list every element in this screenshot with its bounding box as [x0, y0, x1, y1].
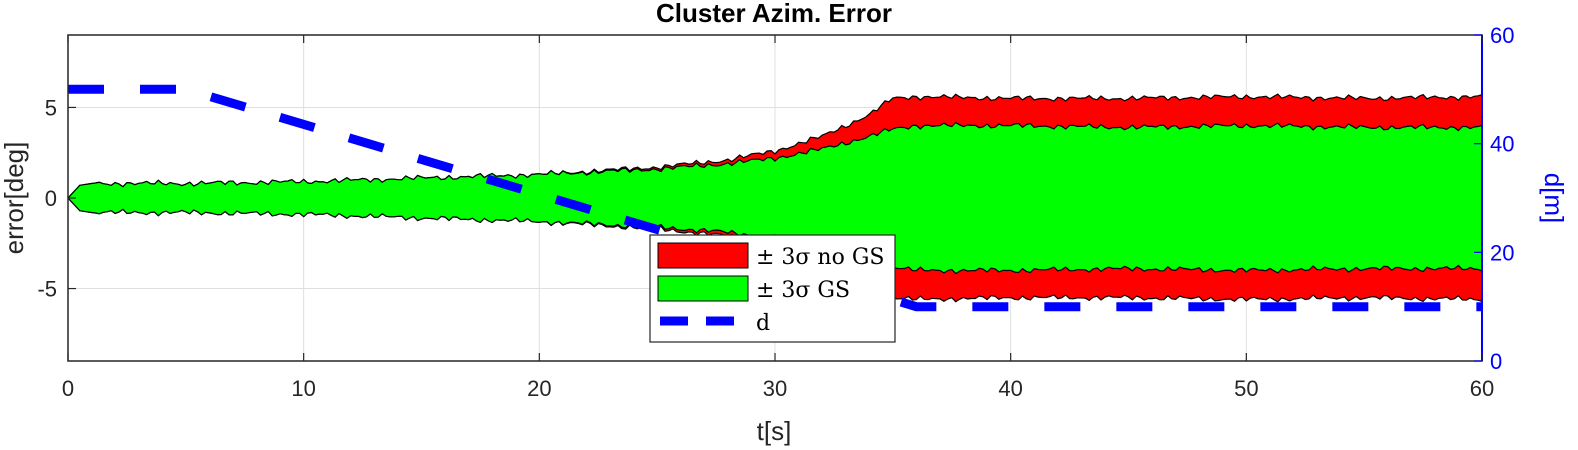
y-tick-label: 0: [45, 186, 57, 211]
x-tick-label: 60: [1470, 376, 1494, 401]
y-tick-label: 5: [45, 95, 57, 120]
x-tick-label: 40: [998, 376, 1022, 401]
y-right-tick-label: 20: [1490, 240, 1514, 265]
legend-label-d: d: [756, 311, 770, 336]
y-tick-label: -5: [37, 277, 57, 302]
y-right-tick-label: 40: [1490, 132, 1514, 157]
x-tick-label: 10: [291, 376, 315, 401]
x-tick-label: 50: [1234, 376, 1258, 401]
legend-swatch-gs: [657, 275, 749, 302]
x-tick-label: 30: [763, 376, 787, 401]
legend-swatch-no-gs: [657, 242, 749, 269]
legend: ± 3σ no GS ± 3σ GS d: [649, 234, 896, 343]
x-tick-label: 0: [62, 376, 74, 401]
d-line-layer: [68, 84, 1482, 312]
y-axis-right-label: d[m]: [1539, 173, 1569, 224]
x-tick-label: 20: [527, 376, 551, 401]
y-right-tick-label: 60: [1490, 23, 1514, 48]
legend-label-no-gs: ± 3σ no GS: [756, 245, 885, 270]
chart-title: Cluster Azim. Error: [656, 0, 892, 28]
legend-label-gs: ± 3σ GS: [756, 278, 850, 303]
y-right-tick-label: 0: [1490, 349, 1502, 374]
x-axis-label: t[s]: [757, 416, 792, 446]
line-d: [68, 84, 1482, 312]
y-axis-label: error[deg]: [0, 142, 29, 255]
